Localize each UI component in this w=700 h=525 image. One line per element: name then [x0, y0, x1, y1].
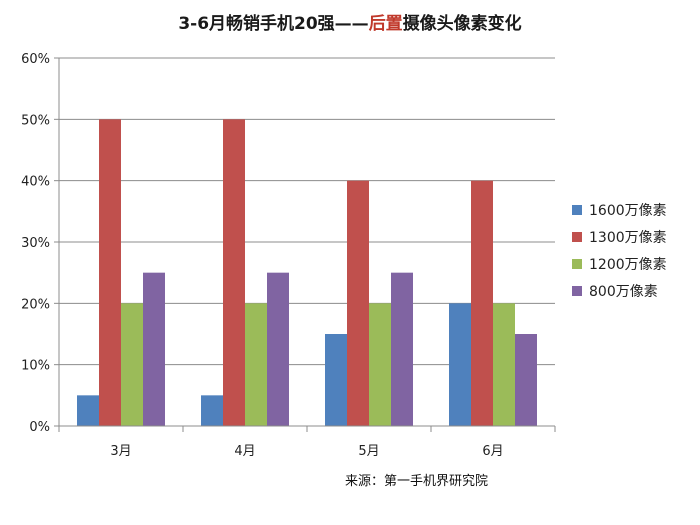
legend-swatch — [572, 205, 582, 215]
y-tick-label: 0% — [29, 420, 50, 435]
x-tick-label: 5月 — [358, 444, 379, 459]
y-tick-label: 30% — [21, 236, 50, 251]
x-tick-label: 3月 — [110, 444, 131, 459]
bar — [325, 334, 347, 426]
bar — [515, 334, 537, 426]
chart-title: 3-6月畅销手机20强——后置摄像头像素变化 — [0, 9, 700, 34]
bar — [201, 395, 223, 426]
chart-title-highlight: 后置 — [368, 14, 403, 34]
bar — [391, 272, 413, 426]
legend-label: 1300万像素 — [589, 230, 667, 246]
legend: 1600万像素 1300万像素 1200万像素 800万像素 — [572, 203, 667, 300]
bar — [369, 303, 391, 426]
y-tick-label: 10% — [21, 359, 50, 374]
legend-swatch — [572, 286, 582, 296]
y-tick-label: 50% — [21, 113, 50, 128]
bars — [77, 119, 537, 426]
y-tick-label: 20% — [21, 297, 50, 312]
y-tick-label: 60% — [21, 52, 50, 67]
x-axis: 3月 4月 5月 6月 — [58, 425, 556, 459]
bar — [77, 395, 99, 426]
bar — [245, 303, 267, 426]
bar — [493, 303, 515, 426]
legend-label: 800万像素 — [589, 284, 658, 300]
y-axis: 0% 10% 20% 30% 40% 50% 60% — [21, 52, 60, 435]
legend-label: 1200万像素 — [589, 257, 667, 273]
legend-swatch — [572, 259, 582, 269]
legend-label: 1600万像素 — [589, 203, 667, 219]
bar — [449, 303, 471, 426]
bar — [347, 180, 369, 426]
bar — [471, 180, 493, 426]
source-note: 来源：第一手机界研究院 — [345, 474, 488, 489]
legend-swatch — [572, 232, 582, 242]
chart-title-suffix: 摄像头像素变化 — [402, 14, 522, 34]
chart-title-prefix: 3-6月畅销手机20强—— — [178, 14, 369, 34]
bar — [99, 119, 121, 426]
y-tick-label: 40% — [21, 175, 50, 190]
x-tick-label: 4月 — [234, 444, 255, 459]
bar — [267, 272, 289, 426]
bar — [223, 119, 245, 426]
bar — [143, 272, 165, 426]
x-tick-label: 6月 — [482, 444, 503, 459]
bar — [121, 303, 143, 426]
